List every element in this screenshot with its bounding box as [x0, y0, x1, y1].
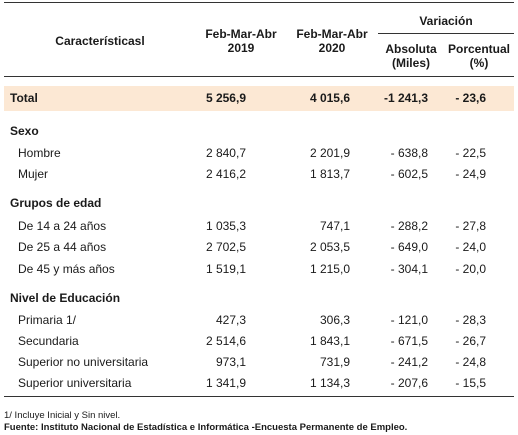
- row-label: Primaria 1/: [18, 313, 77, 327]
- total-label: Total: [10, 91, 38, 105]
- row-2019: 2 840,7: [205, 146, 246, 160]
- table-row: Hombre 2 840,7 2 201,9 - 638,8 - 22,5: [0, 145, 518, 161]
- table-row: Secundaria 2 514,6 1 843,1 - 671,5 - 26,…: [0, 333, 518, 349]
- header-variacion-text: Variación: [419, 14, 473, 28]
- row-label: De 14 a 24 años: [18, 219, 107, 233]
- row-pct: - 28,3: [455, 313, 486, 327]
- row-2019: 973,1: [215, 355, 246, 369]
- header-col-2020-line2: 2020: [318, 41, 346, 55]
- header-porcentual: Porcentual (%): [444, 42, 514, 70]
- row-abs: - 207,6: [390, 376, 428, 390]
- footnote: 1/ Incluye Inicial y Sin nivel.: [4, 410, 121, 421]
- section-title: Nivel de Educación: [10, 291, 121, 305]
- header-col-2019-line2: 2019: [227, 41, 255, 55]
- row-label: De 25 a 44 años: [18, 240, 107, 254]
- row-abs: - 671,5: [390, 334, 428, 348]
- variacion-underline: [378, 33, 514, 34]
- row-label: Secundaria: [18, 334, 79, 348]
- total-row-highlight: [4, 86, 514, 111]
- table-row: Mujer 2 416,2 1 813,7 - 602,5 - 24,9: [0, 166, 518, 182]
- row-abs: - 288,2: [390, 219, 428, 233]
- row-pct: - 24,9: [455, 167, 486, 181]
- table-row: Primaria 1/ 427,3 306,3 - 121,0 - 28,3: [0, 312, 518, 328]
- row-abs: - 602,5: [390, 167, 428, 181]
- header-col-2020-line1: Feb-Mar-Abr: [296, 27, 368, 41]
- row-2019: 1 341,9: [205, 376, 246, 390]
- row-abs: - 649,0: [390, 240, 428, 254]
- row-pct: - 24,0: [455, 240, 486, 254]
- total-2019: 5 256,9: [205, 91, 246, 105]
- header-bottom-rule: [4, 76, 514, 77]
- row-2020: 1 843,1: [309, 334, 350, 348]
- row-2020: 747,1: [319, 219, 350, 233]
- source-note: Fuente: Instituto Nacional de Estadístic…: [4, 422, 408, 433]
- header-col-2019-line1: Feb-Mar-Abr: [205, 27, 277, 41]
- table-bottom-rule: [4, 396, 514, 397]
- row-label: Hombre: [18, 146, 61, 160]
- row-2020: 1 813,7: [309, 167, 350, 181]
- row-2020: 1 215,0: [309, 262, 350, 276]
- row-pct: - 27,8: [455, 219, 486, 233]
- row-abs: - 304,1: [390, 262, 428, 276]
- row-2019: 427,3: [215, 313, 246, 327]
- header-col-2019: Feb-Mar-Abr 2019: [196, 27, 286, 55]
- row-pct: - 22,5: [455, 146, 486, 160]
- header-porcentual-line1: Porcentual: [447, 42, 510, 56]
- row-2019: 2 702,5: [205, 240, 246, 254]
- row-label: Superior no universitaria: [18, 355, 149, 369]
- row-2019: 1 035,3: [205, 219, 246, 233]
- section-title: Sexo: [10, 124, 39, 138]
- header-top-rule: [4, 2, 514, 3]
- row-label: Mujer: [18, 167, 49, 181]
- row-2020: 2 201,9: [309, 146, 350, 160]
- row-2020: 306,3: [319, 313, 350, 327]
- row-pct: - 24,8: [455, 355, 486, 369]
- total-2020: 4 015,6: [309, 91, 350, 105]
- table-row: De 14 a 24 años 1 035,3 747,1 - 288,2 - …: [0, 218, 518, 234]
- row-2020: 731,9: [319, 355, 350, 369]
- header-absoluta-line1: Absoluta: [385, 42, 437, 56]
- header-variacion: Variación: [378, 14, 514, 28]
- header-col-2020: Feb-Mar-Abr 2020: [286, 27, 378, 55]
- table-row: Superior universitaria 1 341,9 1 134,3 -…: [0, 375, 518, 391]
- row-2020: 1 134,3: [309, 376, 350, 390]
- row-abs: - 121,0: [390, 313, 428, 327]
- total-abs: -1 241,3: [383, 91, 428, 105]
- section-title: Grupos de edad: [10, 196, 102, 210]
- table-row: De 25 a 44 años 2 702,5 2 053,5 - 649,0 …: [0, 239, 518, 255]
- row-label: De 45 y más años: [18, 262, 115, 276]
- header-porcentual-line2: (%): [469, 56, 489, 70]
- header-absoluta: Absoluta (Miles): [378, 42, 444, 70]
- total-row: Total 5 256,9 4 015,6 -1 241,3 - 23,6: [0, 90, 518, 106]
- row-abs: - 638,8: [390, 146, 428, 160]
- table-row: Superior no universitaria 973,1 731,9 - …: [0, 354, 518, 370]
- row-abs: - 241,2: [390, 355, 428, 369]
- header-caracteristicas: Característicasl: [40, 34, 160, 48]
- header-caracteristicas-text: Característicasl: [55, 34, 145, 48]
- total-pct: - 23,6: [455, 91, 486, 105]
- row-2020: 2 053,5: [309, 240, 350, 254]
- row-label: Superior universitaria: [18, 376, 132, 390]
- header-absoluta-line2: (Miles): [391, 56, 430, 70]
- table-row: De 45 y más años 1 519,1 1 215,0 - 304,1…: [0, 261, 518, 277]
- row-2019: 2 416,2: [205, 167, 246, 181]
- row-2019: 2 514,6: [205, 334, 246, 348]
- row-pct: - 20,0: [455, 262, 486, 276]
- row-2019: 1 519,1: [205, 262, 246, 276]
- row-pct: - 26,7: [455, 334, 486, 348]
- row-pct: - 15,5: [455, 376, 486, 390]
